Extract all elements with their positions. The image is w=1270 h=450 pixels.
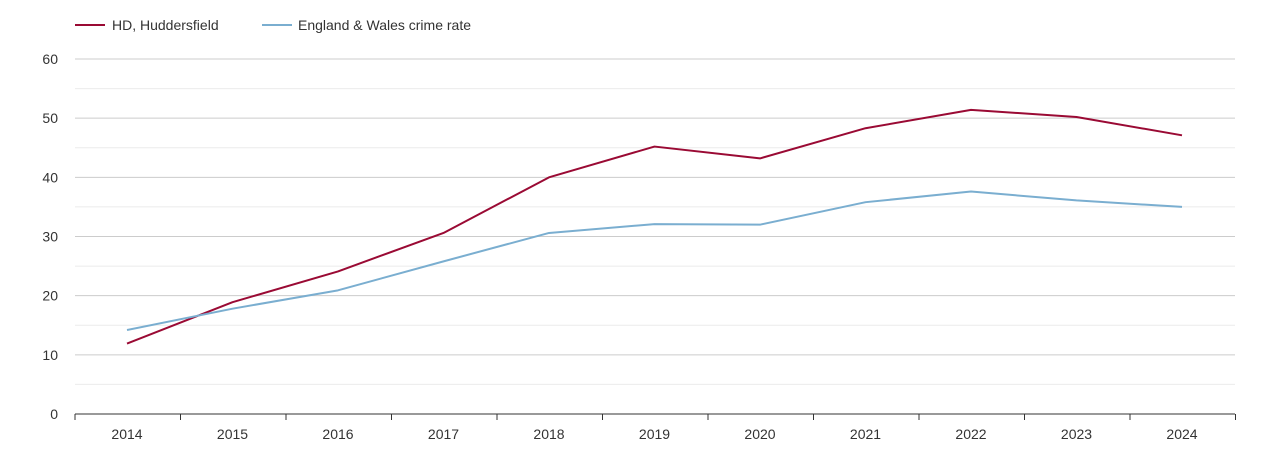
y-tick-label: 20 bbox=[42, 288, 58, 304]
x-tick-label: 2018 bbox=[533, 426, 564, 442]
data-point[interactable] bbox=[968, 107, 974, 113]
data-point[interactable] bbox=[441, 230, 447, 236]
grid bbox=[75, 58, 1235, 385]
data-point[interactable] bbox=[863, 199, 869, 205]
x-tick-label: 2016 bbox=[322, 426, 353, 442]
x-tick-label: 2014 bbox=[111, 426, 142, 442]
data-point[interactable] bbox=[230, 306, 236, 312]
series-line-2[interactable] bbox=[126, 190, 1183, 331]
data-point[interactable] bbox=[230, 299, 236, 305]
legend: HD, Huddersfield England & Wales crime r… bbox=[75, 17, 471, 33]
data-point[interactable] bbox=[863, 125, 869, 131]
data-point[interactable] bbox=[546, 174, 552, 180]
data-point[interactable] bbox=[124, 341, 130, 347]
data-point[interactable] bbox=[546, 230, 552, 236]
series bbox=[124, 107, 1185, 347]
y-tick-label: 50 bbox=[42, 110, 58, 126]
x-tick-label: 2015 bbox=[217, 426, 248, 442]
data-point[interactable] bbox=[1179, 204, 1185, 210]
legend-item-series-1[interactable]: HD, Huddersfield bbox=[75, 17, 219, 33]
x-tick-label: 2021 bbox=[850, 426, 881, 442]
series-line-1[interactable] bbox=[126, 108, 1183, 345]
x-tick-label: 2023 bbox=[1061, 426, 1092, 442]
legend-label: HD, Huddersfield bbox=[112, 17, 219, 33]
legend-item-series-2[interactable]: England & Wales crime rate bbox=[262, 17, 471, 33]
y-tick-label: 40 bbox=[42, 169, 58, 185]
data-point[interactable] bbox=[1074, 197, 1080, 203]
y-tick-label: 0 bbox=[50, 406, 58, 422]
data-point[interactable] bbox=[968, 189, 974, 195]
data-point[interactable] bbox=[441, 258, 447, 264]
data-point[interactable] bbox=[652, 221, 658, 227]
x-tick-label: 2020 bbox=[744, 426, 775, 442]
y-tick-label: 30 bbox=[42, 229, 58, 245]
data-point[interactable] bbox=[652, 144, 658, 150]
data-point[interactable] bbox=[335, 287, 341, 293]
x-tick-label: 2017 bbox=[428, 426, 459, 442]
data-point[interactable] bbox=[1074, 114, 1080, 120]
data-point[interactable] bbox=[1179, 132, 1185, 138]
data-point[interactable] bbox=[757, 222, 763, 228]
x-tick-label: 2019 bbox=[639, 426, 670, 442]
data-point[interactable] bbox=[124, 327, 130, 333]
data-point[interactable] bbox=[335, 268, 341, 274]
y-tick-label: 60 bbox=[42, 51, 58, 67]
x-tick-label: 2024 bbox=[1166, 426, 1197, 442]
axes: 0 10 20 30 40 50 60 2014 2015 2016 2017 2018 2019 202… bbox=[42, 51, 1236, 442]
data-point[interactable] bbox=[757, 155, 763, 161]
x-tick-label: 2022 bbox=[955, 426, 986, 442]
legend-label: England & Wales crime rate bbox=[298, 17, 471, 33]
y-tick-label: 10 bbox=[42, 347, 58, 363]
